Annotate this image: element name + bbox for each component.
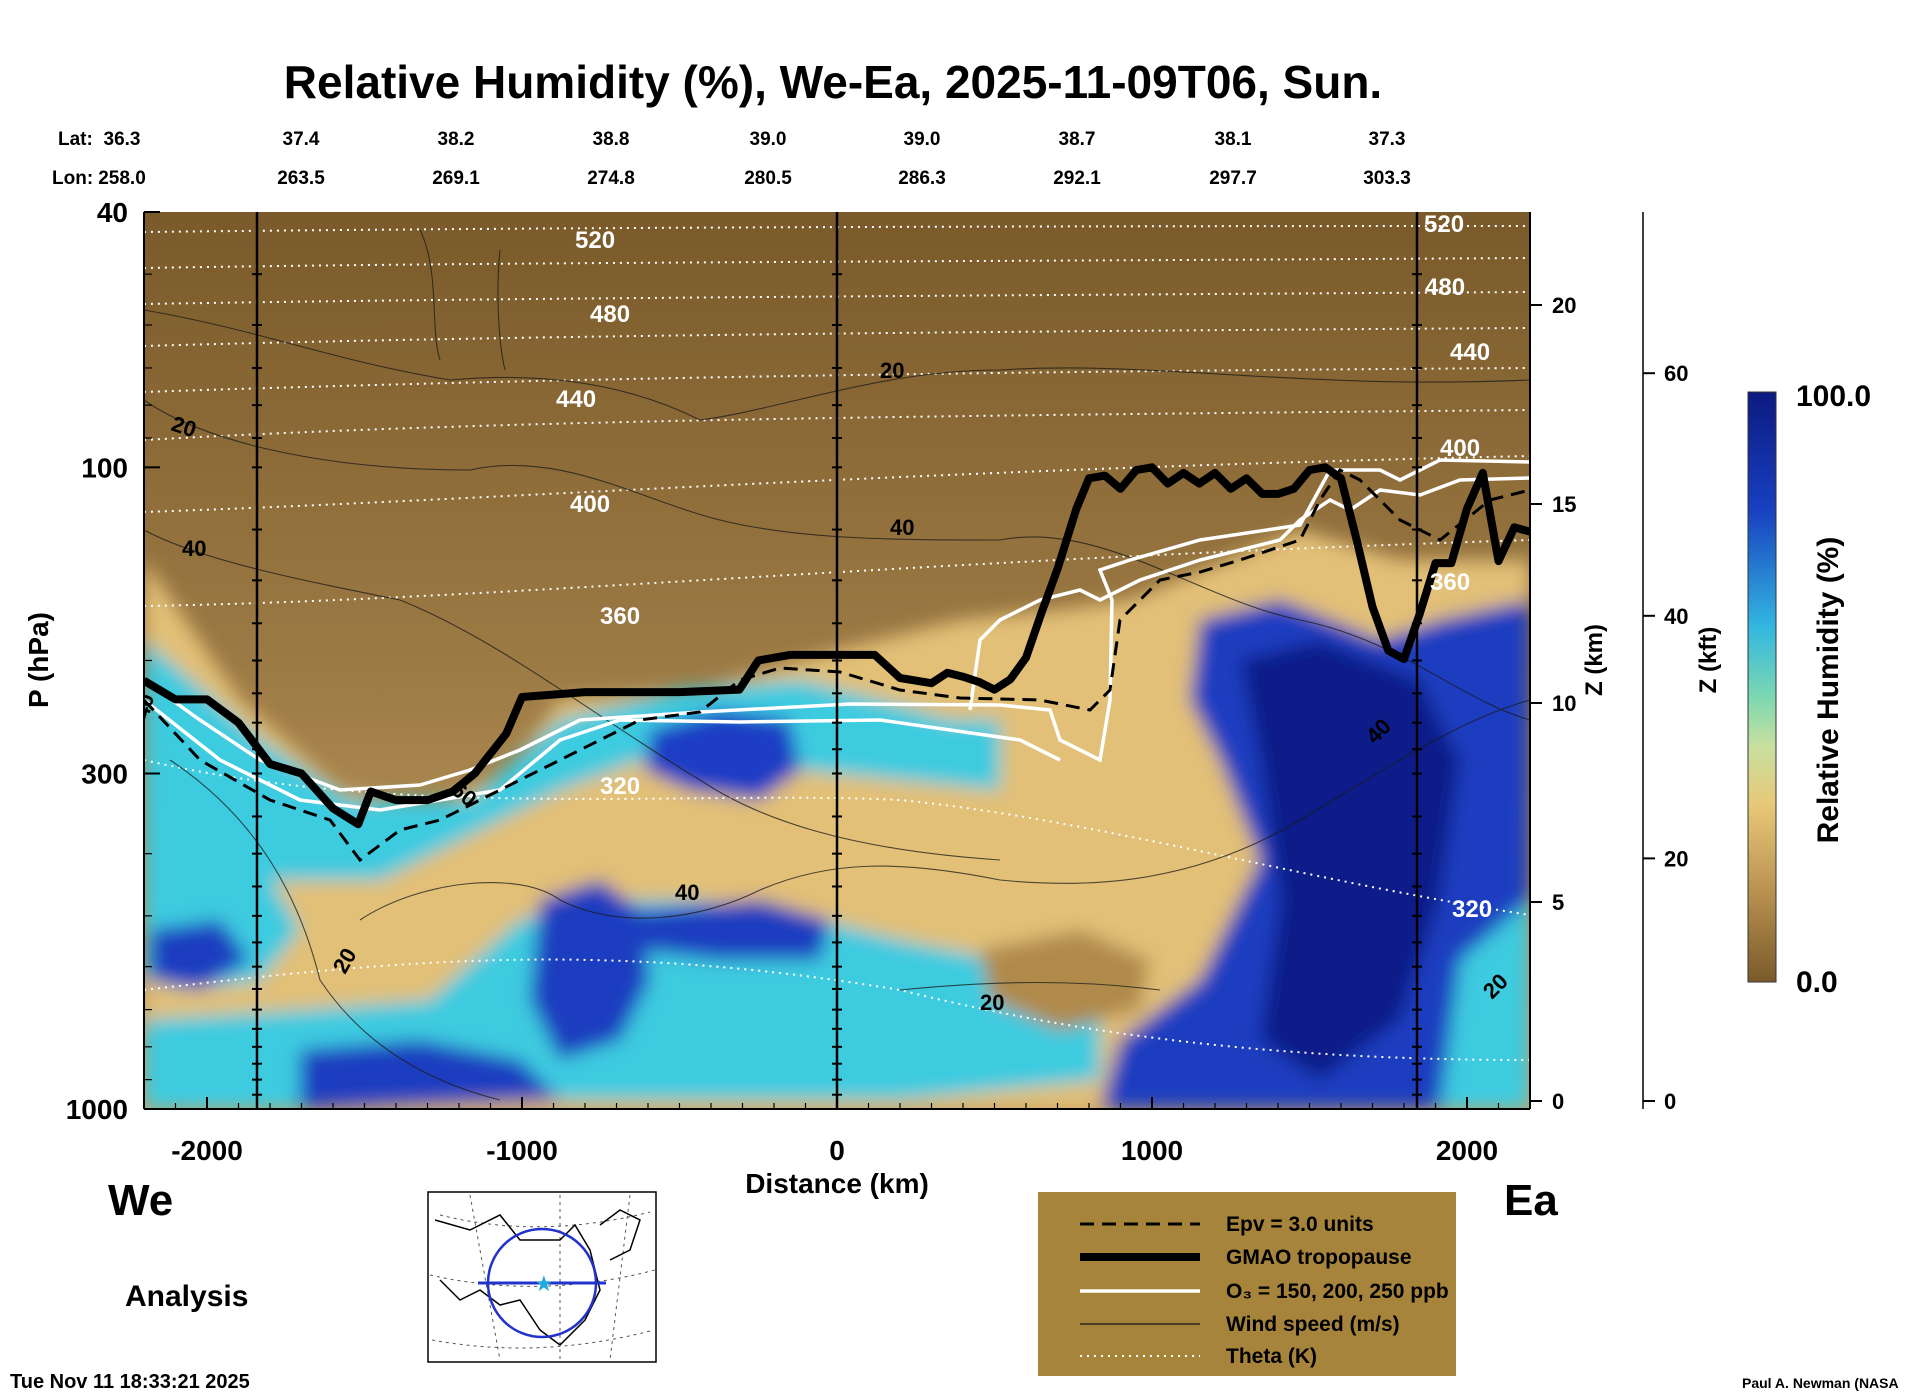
- z-km-tick-label: 5: [1552, 890, 1564, 915]
- credit: Paul A. Newman (NASA: [1742, 1375, 1899, 1391]
- svg-text:480: 480: [590, 301, 630, 328]
- x-axis-label: Distance (km): [745, 1168, 929, 1199]
- legend-tropopause: GMAO tropopause: [1226, 1246, 1412, 1269]
- legend-wind: Wind speed (m/s): [1226, 1313, 1400, 1336]
- y-axis-label: P (hPa): [23, 612, 54, 708]
- p-tick-label: 100: [81, 452, 128, 483]
- inset-map: ★: [427, 1191, 657, 1363]
- colorbar-min: 0.0: [1796, 966, 1838, 999]
- p-tick-label: 300: [81, 758, 128, 789]
- z-km-tick-label: 10: [1552, 691, 1576, 716]
- analysis-label: Analysis: [125, 1280, 248, 1313]
- transect-tickmarks: [252, 273, 1422, 1109]
- lon-value: 280.5: [744, 168, 792, 189]
- svg-text:400: 400: [1440, 435, 1480, 462]
- svg-text:440: 440: [556, 386, 596, 413]
- lat-value: 39.0: [750, 129, 787, 150]
- lon-value: 303.3: [1363, 168, 1411, 189]
- theta-isentropes: [144, 225, 1530, 1061]
- legend-ozone: O₃ = 150, 200, 250 ppb: [1226, 1280, 1449, 1303]
- deep-moisture-core: [1240, 640, 1460, 1080]
- lat-value: 38.2: [438, 129, 475, 150]
- legend-theta: Theta (K): [1226, 1345, 1317, 1368]
- lat-value: 37.4: [283, 129, 320, 150]
- z-km-axis: 0 5 10 15 20: [1530, 293, 1576, 1114]
- theta-labels: 520 480 440 400 360 320 520 480 440 400 …: [556, 211, 1492, 923]
- legend: Epv = 3.0 units GMAO tropopause O₃ = 150…: [1038, 1192, 1456, 1376]
- z-kft-tick-label: 60: [1664, 361, 1688, 386]
- location-star-icon: ★: [534, 1272, 554, 1297]
- p-tick-label: 40: [97, 197, 128, 228]
- lon-value: 292.1: [1053, 168, 1101, 189]
- chart-title: Relative Humidity (%), We-Ea, 2025-11-09…: [284, 56, 1382, 108]
- svg-text:20: 20: [880, 358, 904, 383]
- svg-text:40: 40: [675, 880, 699, 905]
- z-km-tick-label: 20: [1552, 293, 1576, 318]
- p-tick-label: 1000: [66, 1094, 128, 1125]
- colorbar-title: Relative Humidity (%): [1812, 537, 1845, 844]
- x-tick-label: 1000: [1121, 1135, 1183, 1166]
- blue-blob-left: [150, 920, 250, 990]
- lon-label: Lon:: [52, 168, 93, 189]
- svg-text:40: 40: [182, 536, 206, 561]
- pressure-axis: 40 100 300 1000: [66, 197, 160, 1125]
- svg-text:20: 20: [980, 990, 1004, 1015]
- lat-value: 36.3: [104, 129, 141, 150]
- svg-text:520: 520: [575, 227, 615, 254]
- lon-value: 263.5: [277, 168, 325, 189]
- colorbar: [1747, 391, 1777, 983]
- svg-text:360: 360: [1430, 569, 1470, 596]
- lon-value: 286.3: [898, 168, 946, 189]
- svg-text:40: 40: [890, 515, 914, 540]
- lon-value: 274.8: [587, 168, 635, 189]
- lon-value: 269.1: [432, 168, 480, 189]
- lon-value: 258.0: [98, 168, 146, 189]
- lat-value: 37.3: [1369, 129, 1406, 150]
- lat-value: 38.8: [593, 129, 630, 150]
- lat-value: 38.7: [1059, 129, 1096, 150]
- z-kft-tick-label: 0: [1664, 1089, 1676, 1114]
- z-km-label: Z (km): [1581, 624, 1608, 696]
- z-km-tick-label: 0: [1552, 1089, 1564, 1114]
- svg-text:520: 520: [1424, 211, 1464, 238]
- timestamp: Tue Nov 11 18:33:21 2025: [10, 1371, 250, 1393]
- z-kft-label: Z (kft): [1695, 627, 1722, 694]
- svg-text:360: 360: [600, 603, 640, 630]
- colorbar-max: 100.0: [1796, 380, 1871, 413]
- lat-value: 38.1: [1215, 129, 1252, 150]
- lat-value: 39.0: [904, 129, 941, 150]
- svg-text:480: 480: [1425, 274, 1465, 301]
- east-label: Ea: [1504, 1176, 1558, 1225]
- blue-blob-mid: [640, 900, 830, 960]
- moist-rim-right: [1440, 900, 1530, 1109]
- z-kft-tick-label: 20: [1664, 846, 1688, 871]
- svg-text:400: 400: [570, 491, 610, 518]
- svg-text:440: 440: [1450, 339, 1490, 366]
- lon-value: 297.7: [1209, 168, 1257, 189]
- lat-label: Lat:: [58, 129, 93, 150]
- z-kft-axis: 0 20 40 60: [1642, 212, 1688, 1114]
- x-tick-label: 2000: [1436, 1135, 1498, 1166]
- x-tick-label: -2000: [171, 1135, 243, 1166]
- wind-speed-contours: [144, 229, 1530, 1101]
- x-tick-label: 0: [829, 1135, 845, 1166]
- ozone-contours: [144, 458, 1530, 812]
- west-label: We: [108, 1176, 173, 1225]
- blue-blob-lower: [530, 880, 650, 1060]
- z-kft-tick-label: 40: [1664, 604, 1688, 629]
- legend-epv: Epv = 3.0 units: [1226, 1213, 1374, 1236]
- lat-lon-row: 36.3 37.4 38.2 38.8 39.0 39.0 38.7 38.1 37.3 258.…: [98, 129, 1411, 189]
- gmao-tropopause-line: [144, 463, 1530, 829]
- x-axis: -2000 -1000 0 1000 2000: [143, 1097, 1531, 1166]
- blue-blob-upper: [645, 710, 800, 800]
- svg-text:320: 320: [1452, 896, 1492, 923]
- x-tick-label: -1000: [486, 1135, 558, 1166]
- svg-text:320: 320: [600, 773, 640, 800]
- z-km-tick-label: 15: [1552, 492, 1576, 517]
- plot-area: 520 480 440 400 360 320 520 480 440 400 …: [144, 211, 1530, 1109]
- dry-patch-center: [980, 930, 1150, 1030]
